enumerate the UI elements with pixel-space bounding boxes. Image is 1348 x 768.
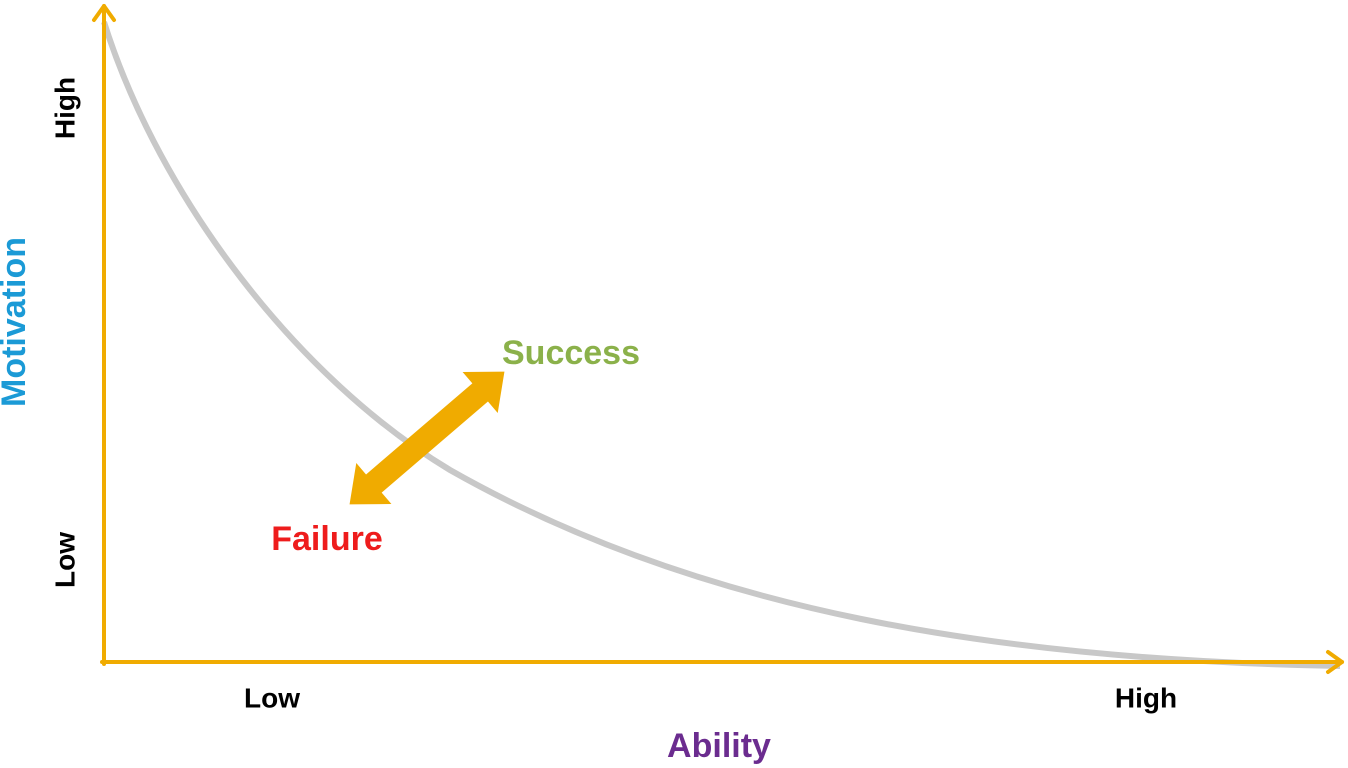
x-axis-title: Ability bbox=[667, 727, 771, 765]
x-high-label: High bbox=[1115, 682, 1177, 713]
y-axis-arrow bbox=[92, 4, 116, 22]
success-label: Success bbox=[502, 334, 640, 372]
y-low-label: Low bbox=[49, 532, 80, 588]
axes bbox=[92, 4, 1344, 674]
arrow-shape bbox=[349, 371, 505, 505]
double-arrow bbox=[349, 371, 505, 505]
failure-label: Failure bbox=[271, 520, 382, 558]
y-high-label: High bbox=[49, 77, 80, 139]
x-axis-arrow bbox=[1326, 650, 1344, 674]
x-low-label: Low bbox=[244, 682, 300, 713]
action-line bbox=[101, 21, 1341, 669]
y-axis-title: Motivation bbox=[0, 237, 33, 407]
